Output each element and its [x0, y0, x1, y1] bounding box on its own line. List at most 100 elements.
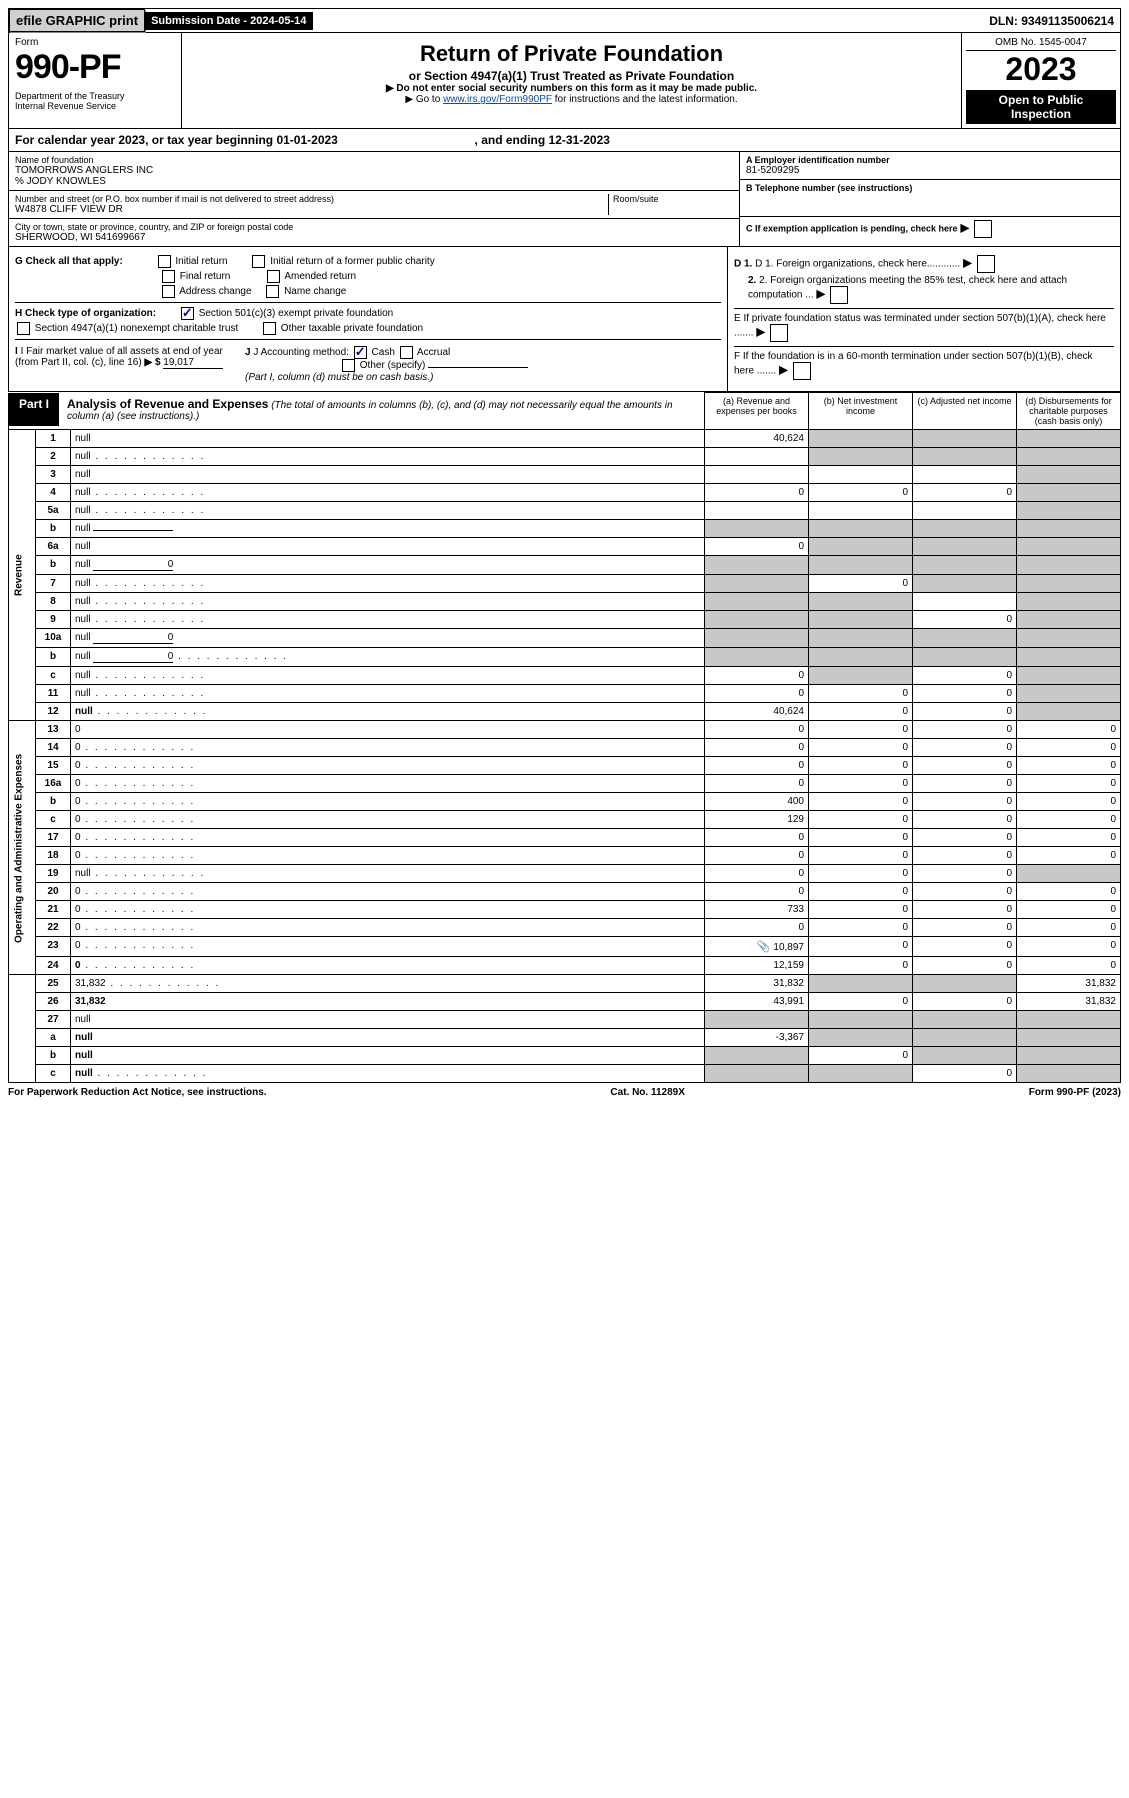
amt-a: 0 [705, 739, 809, 757]
phone-label: B Telephone number (see instructions) [746, 183, 1114, 193]
line-desc: null [71, 538, 705, 556]
col-b-head: (b) Net investment income [809, 393, 913, 430]
line-number: 15 [36, 757, 71, 775]
amt-c: 0 [913, 775, 1017, 793]
line-number: 22 [36, 919, 71, 937]
cb-e[interactable] [770, 324, 788, 342]
amt-d [1017, 520, 1121, 538]
amt-a [705, 520, 809, 538]
table-row: 210733000 [9, 901, 1121, 919]
amt-b: 0 [809, 739, 913, 757]
table-row: 1500000 [9, 757, 1121, 775]
amt-b: 0 [809, 685, 913, 703]
line-desc: 0 [71, 775, 705, 793]
amt-c: 0 [913, 957, 1017, 975]
g-label: G Check all that apply: [15, 256, 123, 267]
part1-label: Part I [9, 393, 59, 426]
cb-initial-former[interactable] [252, 255, 265, 268]
line-desc: null 0 [71, 556, 705, 575]
line-desc: null [71, 575, 705, 593]
cb-other-taxable[interactable] [263, 322, 276, 335]
attachment-icon[interactable]: 📎 [757, 940, 771, 953]
line-number: 2 [36, 448, 71, 466]
cb-f[interactable] [793, 362, 811, 380]
table-row: 2200000 [9, 919, 1121, 937]
amt-d [1017, 502, 1121, 520]
amt-c [913, 502, 1017, 520]
amt-a [705, 466, 809, 484]
amt-a: 733 [705, 901, 809, 919]
cb-d2[interactable] [830, 286, 848, 304]
amt-c [913, 1011, 1017, 1029]
omb-number: OMB No. 1545-0047 [966, 37, 1116, 51]
line-desc: 31,832 [71, 993, 705, 1011]
table-row: 11null000 [9, 685, 1121, 703]
table-row: 1400000 [9, 739, 1121, 757]
cb-initial[interactable] [158, 255, 171, 268]
cb-cash[interactable] [354, 346, 367, 359]
addr-label: Number and street (or P.O. box number if… [15, 194, 608, 204]
amt-c: 0 [913, 847, 1017, 865]
line-number: b [36, 1047, 71, 1065]
amt-c [913, 556, 1017, 575]
line-desc: null [71, 430, 705, 448]
cb-final[interactable] [162, 270, 175, 283]
amt-c [913, 575, 1017, 593]
cb-d1[interactable] [977, 255, 995, 273]
cb-amended[interactable] [267, 270, 280, 283]
irs-link[interactable]: www.irs.gov/Form990PF [443, 94, 552, 105]
amt-b: 0 [809, 1047, 913, 1065]
amt-b [809, 1029, 913, 1047]
open-public-badge: Open to Public Inspection [966, 90, 1116, 124]
line-desc: null [71, 484, 705, 502]
cb-501c3[interactable] [181, 307, 194, 320]
amt-b: 0 [809, 811, 913, 829]
ij-row: I I Fair market value of all assets at e… [15, 339, 721, 385]
table-row: 1800000 [9, 847, 1121, 865]
amt-b [809, 1065, 913, 1083]
amt-d [1017, 430, 1121, 448]
arrow-icon: ▶ [779, 363, 788, 377]
efile-print-button[interactable]: efile GRAPHIC print [9, 9, 145, 32]
cb-addr-change[interactable] [162, 285, 175, 298]
g-initial-former: Initial return of a former public charit… [270, 256, 435, 267]
table-row: 5anull [9, 502, 1121, 520]
g-initial: Initial return [175, 256, 227, 267]
amt-b: 0 [809, 847, 913, 865]
amt-b [809, 556, 913, 575]
cb-4947[interactable] [17, 322, 30, 335]
amt-a: 0 [705, 883, 809, 901]
line-desc: 0 [71, 757, 705, 775]
calendar-year-line: For calendar year 2023, or tax year begi… [8, 129, 1121, 152]
line-number: 4 [36, 484, 71, 502]
amt-c: 0 [913, 611, 1017, 629]
ein-label: A Employer identification number [746, 155, 1114, 165]
h-other-tax: Other taxable private foundation [281, 323, 423, 334]
cb-name-change[interactable] [266, 285, 279, 298]
note-post: for instructions and the latest informat… [555, 94, 738, 105]
name-label: Name of foundation [15, 155, 733, 165]
cb-other-method[interactable] [342, 359, 355, 372]
amt-b: 0 [809, 721, 913, 739]
amt-a [705, 593, 809, 611]
form-header: Form 990-PF Department of the Treasury I… [8, 33, 1121, 129]
line-number: b [36, 648, 71, 667]
amt-d: 0 [1017, 775, 1121, 793]
table-row: 6anull0 [9, 538, 1121, 556]
table-row: 10anull 0 [9, 629, 1121, 648]
amt-a: 0 [705, 685, 809, 703]
paperwork-notice: For Paperwork Reduction Act Notice, see … [8, 1087, 267, 1098]
h-label: H Check type of organization: [15, 308, 156, 319]
g-addr: Address change [179, 286, 251, 297]
table-row: 4null000 [9, 484, 1121, 502]
amt-a [705, 611, 809, 629]
tax-year: 2023 [966, 51, 1116, 88]
checks-area: G Check all that apply: Initial return I… [8, 247, 1121, 392]
amt-d: 0 [1017, 901, 1121, 919]
c-checkbox[interactable] [974, 220, 992, 238]
j-other-line [428, 367, 528, 368]
table-row: cnull00 [9, 667, 1121, 685]
cb-accrual[interactable] [400, 346, 413, 359]
amt-d: 0 [1017, 957, 1121, 975]
amt-a: 0 [705, 538, 809, 556]
